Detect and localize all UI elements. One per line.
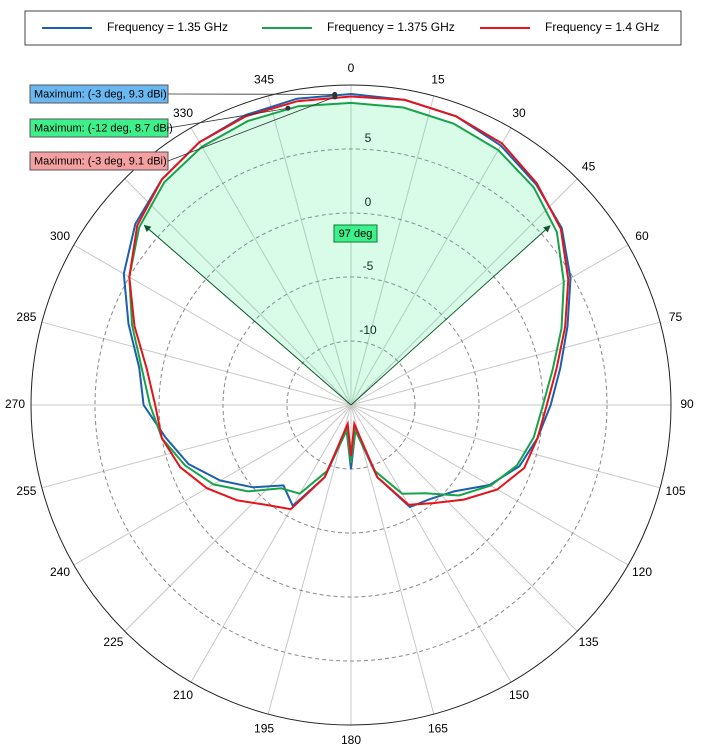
angle-grid-line — [267, 95, 352, 406]
angle-grid-line — [350, 127, 512, 406]
angle-grid-line — [73, 404, 352, 566]
angle-tick-label: 300 — [50, 229, 70, 243]
angle-tick-label: 345 — [254, 73, 274, 87]
annotation-box — [29, 84, 169, 104]
legend: Frequency = 1.35 GHz Frequency = 1.375 GH… — [42, 20, 659, 34]
angle-tick-label: 30 — [512, 106, 526, 120]
annotation-text: Maximum: (-12 deg, 8.7 dBi) — [34, 122, 173, 134]
angle-tick-label: 15 — [431, 73, 445, 87]
angle-grid-line — [124, 178, 352, 406]
legend-label: Frequency = 1.4 GHz — [545, 20, 659, 34]
radial-grid-ring — [94, 148, 608, 662]
angle-grid-line — [350, 95, 435, 406]
angle-tick-label: 330 — [173, 106, 193, 120]
angle-grid-line — [350, 244, 629, 406]
radial-grid-ring — [222, 276, 480, 534]
angle-grid-line — [267, 404, 352, 715]
legend-box — [24, 10, 682, 46]
annotations: Maximum: (-3 deg, 9.3 dBi) Maximum: (-12 … — [29, 84, 338, 171]
beam-edge-arrow — [143, 224, 352, 406]
angle-tick-label: 90 — [680, 397, 694, 411]
beam-sector-fill — [141, 102, 554, 406]
pattern-curve — [122, 92, 572, 509]
annotation-box — [29, 151, 169, 171]
outer-ring — [30, 84, 672, 726]
annotation-box — [29, 118, 169, 138]
angle-grid-line — [73, 244, 352, 406]
radial-tick-label: 0 — [365, 195, 372, 209]
angle-tick-label: 45 — [582, 160, 596, 174]
angle-grid-line — [350, 404, 435, 715]
angle-tick-label: 285 — [16, 310, 36, 324]
angle-grid-line — [350, 404, 512, 683]
annotation-marker — [285, 105, 291, 111]
angle-tick-label: 240 — [50, 565, 70, 579]
annotation-leader — [167, 107, 288, 129]
angle-grid-line — [41, 321, 352, 406]
angle-tick-label: 150 — [509, 688, 529, 702]
legend-label: Frequency = 1.375 GHz — [327, 20, 455, 34]
beam-edge-arrow — [350, 225, 551, 406]
grid: 0 15 30 45 60 75 90 105 120 135 150 165 180 195 210 225… — [5, 61, 694, 747]
curves — [122, 92, 572, 511]
angle-tick-label: 180 — [341, 733, 361, 747]
angle-grid-line — [350, 404, 661, 489]
angle-tick-label: 210 — [173, 688, 193, 702]
angle-tick-label: 60 — [635, 229, 649, 243]
angle-tick-label: 105 — [666, 484, 686, 498]
angle-tick-label: 195 — [254, 722, 274, 736]
angle-tick-label: 0 — [348, 61, 355, 75]
angle-tick-label: 255 — [16, 484, 36, 498]
angle-tick-label: 270 — [5, 397, 25, 411]
legend-label: Frequency = 1.35 GHz — [107, 20, 228, 34]
angle-tick-label: 225 — [103, 635, 123, 649]
angle-grid-line — [350, 321, 661, 406]
beam-label: 97 deg — [339, 228, 373, 240]
annotation-text: Maximum: (-3 deg, 9.1 dBi) — [34, 155, 167, 167]
angle-grid-line — [124, 404, 352, 632]
radial-tick-label: -10 — [359, 323, 377, 337]
radial-tick-label: -5 — [363, 259, 374, 273]
angle-grid-line — [190, 127, 352, 406]
annotation-text: Maximum: (-3 deg, 9.3 dBi) — [34, 88, 167, 100]
annotation-leader — [167, 96, 335, 162]
angle-grid-line — [350, 404, 578, 632]
angle-tick-label: 165 — [428, 722, 448, 736]
pattern-curve — [128, 95, 570, 511]
angle-tick-label: 135 — [579, 635, 599, 649]
angle-tick-label: 120 — [632, 565, 652, 579]
angle-grid-line — [190, 404, 352, 683]
angle-tick-label: 75 — [669, 310, 683, 324]
beam-label-box — [333, 224, 378, 243]
radial-tick-label: 5 — [365, 131, 372, 145]
annotation-marker — [332, 94, 338, 100]
angle-grid-line — [41, 404, 352, 489]
angle-grid-line — [350, 178, 578, 406]
beam-sector: 97 deg — [141, 102, 554, 406]
